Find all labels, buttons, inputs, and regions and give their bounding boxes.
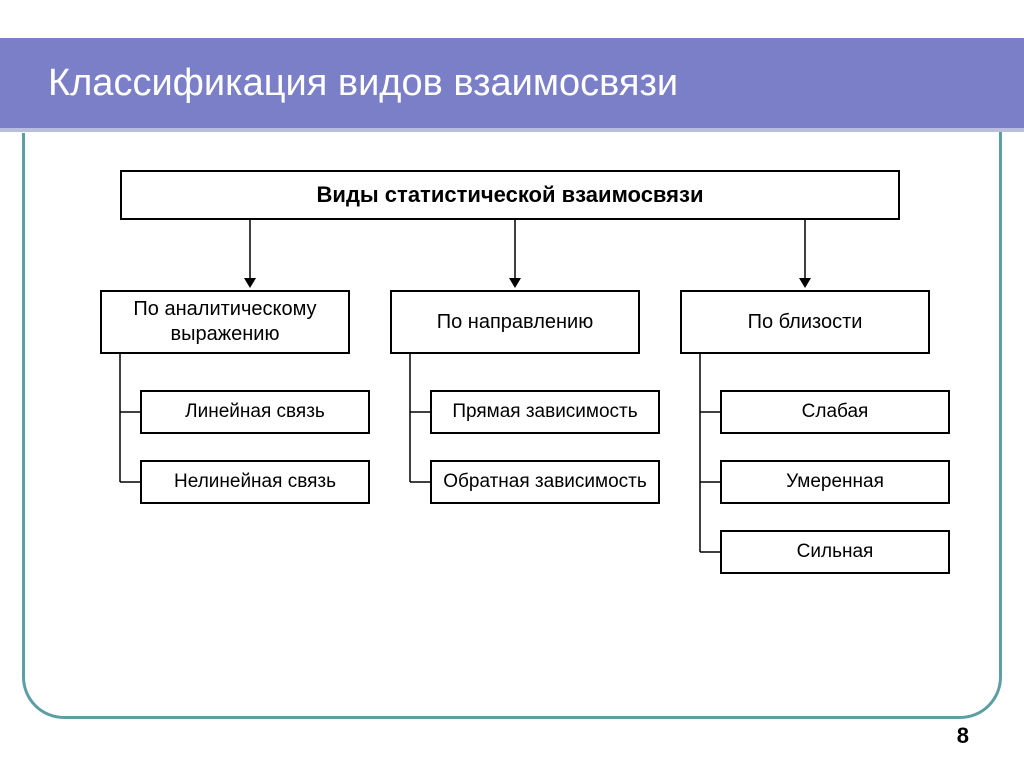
child-box-1-0: Прямая зависимость xyxy=(430,390,660,434)
slide-header: Классификация видов взаимосвязи xyxy=(0,38,1024,128)
child-box-2-2: Сильная xyxy=(720,530,950,574)
category-box-0: По аналитическому выражению xyxy=(100,290,350,354)
child-box-0-0: Линейная связь xyxy=(140,390,370,434)
diagram-area: Виды статистической взаимосвязи По аналит… xyxy=(60,160,964,687)
child-box-2-0: Слабая xyxy=(720,390,950,434)
root-box: Виды статистической взаимосвязи xyxy=(120,170,900,220)
header-underline xyxy=(0,128,1024,132)
slide-title: Классификация видов взаимосвязи xyxy=(48,62,678,105)
page-number: 8 xyxy=(957,723,969,749)
category-box-1: По направлению xyxy=(390,290,640,354)
child-box-2-1: Умеренная xyxy=(720,460,950,504)
child-box-0-1: Нелинейная связь xyxy=(140,460,370,504)
child-box-1-1: Обратная зависимость xyxy=(430,460,660,504)
category-box-2: По близости xyxy=(680,290,930,354)
